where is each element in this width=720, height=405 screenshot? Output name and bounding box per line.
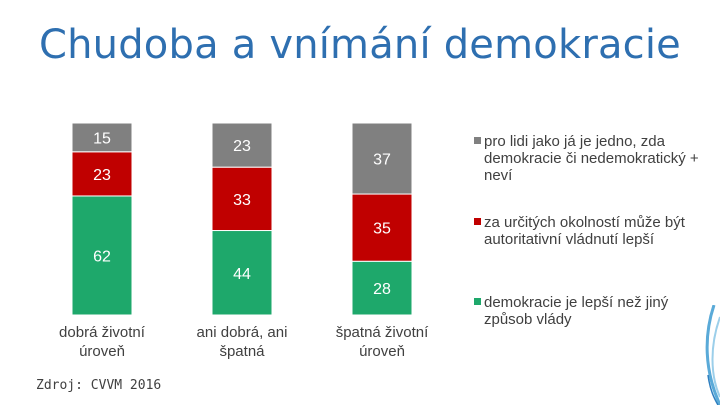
bar-segment-0-2 bbox=[71, 122, 133, 153]
legend-label: pro lidi jako já je jedno, zda demokraci… bbox=[484, 133, 699, 184]
category-label-1-line1: ani dobrá, ani bbox=[197, 324, 288, 341]
bar-segment-1-0 bbox=[211, 230, 273, 316]
bar-segment-2-1 bbox=[351, 193, 413, 262]
legend-swatch-gray bbox=[474, 137, 481, 144]
source-note: Zdroj: CVVM 2016 bbox=[36, 378, 162, 393]
stacked-bar-chart: 62 23 15 dobrá životní úroveň 44 33 23 ani dobrá… bbox=[59, 122, 429, 360]
legend-swatch-red bbox=[474, 218, 481, 225]
data-label-2-2: 37 bbox=[373, 152, 391, 169]
legend-label: demokracie je lepší než jiný způsob vlád… bbox=[484, 294, 669, 328]
data-label-0-0: 62 bbox=[93, 248, 111, 265]
data-label-1-1: 33 bbox=[233, 192, 251, 209]
corner-decoration bbox=[705, 305, 720, 405]
bar-segment-2-0 bbox=[351, 260, 413, 316]
category-label-0-line2: úroveň bbox=[79, 343, 125, 360]
data-label-0-2: 15 bbox=[93, 130, 111, 147]
legend-label: za určitých okolností může být autoritat… bbox=[484, 214, 685, 248]
page-title: Chudoba a vnímání demokracie bbox=[38, 22, 681, 68]
bar-segment-0-0 bbox=[71, 195, 133, 316]
bar-segment-1-2 bbox=[211, 122, 273, 168]
bar-segment-1-1 bbox=[211, 166, 273, 232]
category-label-2-line2: úroveň bbox=[359, 343, 405, 360]
data-label-2-1: 35 bbox=[373, 221, 391, 238]
data-label-1-2: 23 bbox=[233, 138, 251, 155]
data-label-2-0: 28 bbox=[373, 281, 391, 298]
data-label-1-0: 44 bbox=[233, 266, 251, 283]
data-label-0-1: 23 bbox=[93, 167, 111, 184]
category-label-0-line1: dobrá životní bbox=[59, 324, 146, 341]
category-label-1-line2: špatná bbox=[219, 343, 265, 360]
category-label-2-line1: špatná životní bbox=[336, 324, 429, 341]
legend-swatch-green bbox=[474, 298, 481, 305]
bar-segment-2-2 bbox=[351, 122, 413, 195]
